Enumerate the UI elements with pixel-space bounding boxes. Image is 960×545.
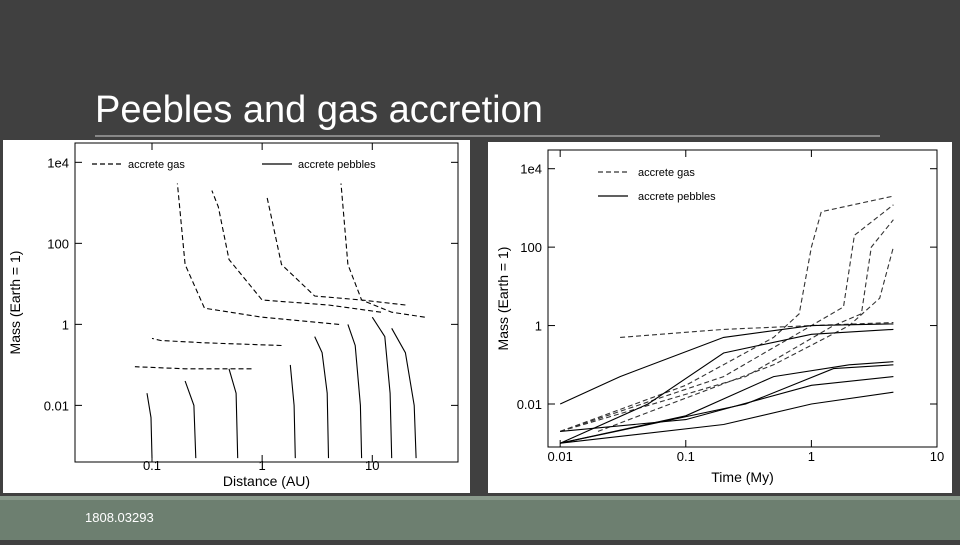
y-tick-label: 0.01 xyxy=(517,397,542,412)
series-line xyxy=(211,190,382,313)
series-line xyxy=(560,391,894,444)
legend-label: accrete gas xyxy=(638,167,695,179)
series-line xyxy=(146,393,153,459)
y-tick-label: 0.01 xyxy=(44,398,69,413)
chart: accrete gas accrete pebbles 0.1 1 10 1e4 100 1 0… xyxy=(3,140,470,493)
x-tick-label: 1 xyxy=(808,449,815,464)
legend-label: accrete pebbles xyxy=(298,159,376,171)
x-tick-label: 10 xyxy=(365,458,379,473)
legend-label: accrete pebbles xyxy=(638,191,716,203)
y-tick-label: 100 xyxy=(520,240,542,255)
x-tick-label: 0.1 xyxy=(677,449,695,464)
series-line xyxy=(289,364,296,459)
series-line xyxy=(560,204,894,432)
chart-background xyxy=(488,142,952,493)
plot-frame xyxy=(547,149,938,448)
series-line xyxy=(597,246,894,432)
series-line xyxy=(347,324,363,459)
y-tick-label: 100 xyxy=(47,236,69,251)
series-line xyxy=(314,336,330,459)
series-line xyxy=(184,380,197,459)
y-tick-label: 1e4 xyxy=(520,162,542,177)
series-line xyxy=(559,323,894,405)
chart-background xyxy=(3,140,470,493)
series-line xyxy=(228,368,239,459)
series-line xyxy=(560,219,894,432)
series-line xyxy=(560,364,894,444)
series-line xyxy=(560,361,894,444)
x-tick-label: 10 xyxy=(930,449,944,464)
series-line xyxy=(391,328,417,459)
y-axis-label: Mass (Earth = 1) xyxy=(495,247,511,351)
footer-strip xyxy=(0,496,960,500)
series-line xyxy=(620,321,894,338)
y-axis-label: Mass (Earth = 1) xyxy=(7,251,23,355)
y-tick-label: 1e4 xyxy=(47,155,69,170)
footer-text: 1808.03293 xyxy=(85,510,154,525)
series-line xyxy=(176,183,340,325)
series-line xyxy=(266,195,406,306)
footer-band xyxy=(0,500,960,540)
series-line xyxy=(371,316,393,459)
x-tick-label: 1 xyxy=(259,458,266,473)
series-line xyxy=(151,337,282,347)
slide-title: Peebles and gas accretion xyxy=(95,89,543,131)
x-axis-label: Distance (AU) xyxy=(223,473,310,489)
x-axis-label: Time (My) xyxy=(711,469,773,485)
x-tick-label: 0.01 xyxy=(548,449,573,464)
chart: accrete gas accrete pebbles 0.01 0.1 1 10 1e4 1… xyxy=(488,142,952,493)
plot-frame xyxy=(74,142,459,463)
series-line xyxy=(340,183,425,318)
series-line xyxy=(559,328,894,444)
legend-label: accrete gas xyxy=(128,159,185,171)
y-tick-label: 1 xyxy=(62,317,69,332)
series-line xyxy=(560,376,894,432)
x-tick-label: 0.1 xyxy=(143,458,161,473)
series-line xyxy=(134,366,252,370)
series-line xyxy=(560,195,894,432)
y-tick-label: 1 xyxy=(535,319,542,334)
